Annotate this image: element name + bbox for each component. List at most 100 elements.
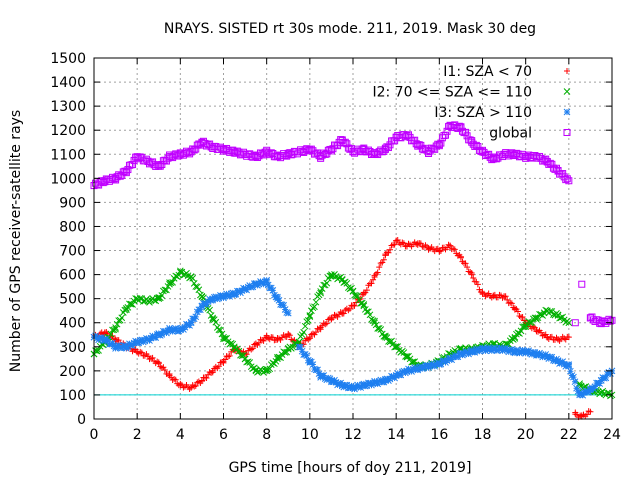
data-point <box>387 246 393 253</box>
data-point <box>298 347 306 355</box>
data-point <box>198 377 205 384</box>
data-point <box>400 240 407 247</box>
data-point <box>203 301 210 308</box>
data-point <box>213 295 221 303</box>
data-point <box>597 319 605 327</box>
data-point <box>240 352 247 359</box>
data-point <box>371 150 379 158</box>
data-point <box>164 327 172 335</box>
data-point <box>274 355 281 363</box>
data-point <box>431 362 439 370</box>
data-point <box>230 290 238 298</box>
data-point <box>525 347 533 355</box>
data-point <box>543 157 551 165</box>
legend-label: I2: 70 <= SZA <= 110 <box>372 85 532 101</box>
legend-label: I1: SZA < 70 <box>443 64 532 80</box>
data-point <box>284 309 292 317</box>
data-point <box>414 141 422 149</box>
data-point <box>187 319 195 327</box>
data-point <box>241 285 249 293</box>
x-tick-label: 10 <box>301 427 319 443</box>
data-point <box>514 347 522 355</box>
data-point <box>571 378 579 386</box>
data-point <box>479 290 486 297</box>
data-point <box>264 281 272 289</box>
legend-marker <box>563 88 571 95</box>
data-point <box>198 292 206 300</box>
data-point <box>123 304 130 312</box>
data-point <box>393 237 400 244</box>
data-point <box>155 294 163 301</box>
data-point <box>470 274 477 281</box>
legend-label: global <box>489 126 532 142</box>
data-point <box>166 326 173 334</box>
data-point <box>591 383 599 391</box>
data-point <box>447 242 454 249</box>
series-3 <box>90 276 616 399</box>
data-point <box>339 310 346 317</box>
data-point <box>368 280 375 287</box>
data-point <box>489 155 497 163</box>
data-point <box>203 375 210 382</box>
data-point <box>274 295 281 303</box>
data-point <box>285 331 292 338</box>
data-point <box>112 324 119 331</box>
x-tick-label: 8 <box>262 427 271 443</box>
data-point <box>360 290 367 297</box>
data-point <box>98 334 106 341</box>
data-point <box>386 375 394 383</box>
data-point <box>346 305 353 312</box>
data-point <box>144 157 152 165</box>
data-point <box>572 411 579 418</box>
y-tick-label: 200 <box>59 364 86 380</box>
data-point <box>519 323 526 331</box>
data-point <box>328 377 335 384</box>
y-tick-label: 1400 <box>50 75 86 91</box>
data-point <box>192 382 199 389</box>
data-point <box>596 380 604 387</box>
data-point <box>479 345 486 353</box>
data-point <box>468 348 476 355</box>
data-point <box>113 320 121 328</box>
data-point <box>587 386 594 394</box>
data-point <box>597 389 605 396</box>
data-point <box>317 153 325 161</box>
data-point <box>176 326 184 334</box>
data-point <box>118 314 126 322</box>
data-point <box>155 331 163 339</box>
data-point <box>112 336 119 343</box>
x-tick-label: 14 <box>387 427 405 443</box>
data-point <box>230 148 238 156</box>
data-point <box>295 343 303 351</box>
data-point <box>382 252 389 259</box>
data-point <box>170 325 178 333</box>
data-point <box>565 319 573 327</box>
data-point <box>504 296 511 303</box>
data-point <box>377 326 385 333</box>
data-point <box>554 167 562 175</box>
data-point <box>403 242 410 249</box>
data-point <box>457 124 465 132</box>
data-point <box>565 334 572 341</box>
data-point <box>565 362 573 370</box>
data-point <box>371 317 378 325</box>
data-point <box>112 343 119 351</box>
data-point <box>249 345 256 352</box>
data-point <box>573 384 580 392</box>
data-point <box>238 287 246 295</box>
y-tick-label: 500 <box>59 292 86 308</box>
x-tick-label: 12 <box>344 427 362 443</box>
data-point <box>446 121 454 129</box>
data-point <box>215 363 222 370</box>
data-point <box>532 153 540 161</box>
data-point <box>169 328 176 335</box>
data-point <box>112 325 119 333</box>
data-point <box>263 148 271 156</box>
data-point <box>366 311 374 319</box>
data-point <box>474 281 481 288</box>
data-point <box>446 355 454 363</box>
data-point <box>468 138 476 146</box>
data-point <box>328 314 335 321</box>
data-point <box>112 174 120 182</box>
data-point <box>284 345 292 353</box>
